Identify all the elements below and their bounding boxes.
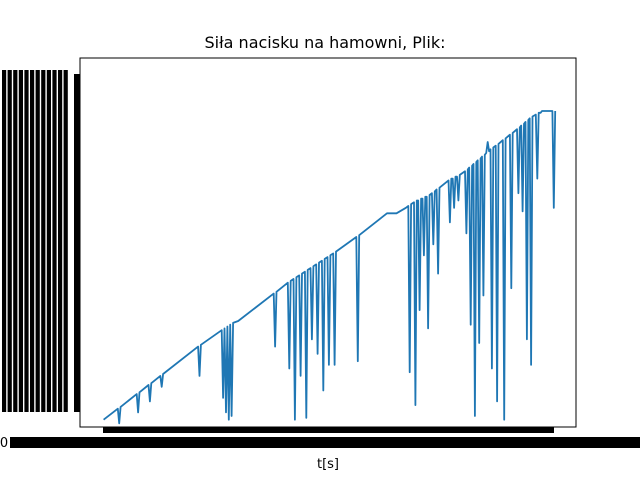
series-line	[103, 110, 557, 425]
x-tick-labels	[10, 427, 640, 448]
y-tick-label-smear	[18, 70, 23, 412]
x-tick-label-first: 0	[0, 436, 8, 451]
y-tick-label-smear	[30, 70, 35, 412]
y-tick-marks	[74, 74, 80, 412]
y-tick-label-smear	[41, 70, 46, 412]
y-tick-label-smear	[58, 70, 63, 412]
chart-title: Siła nacisku na hamowni, Plik:	[205, 33, 446, 52]
y-tick-label-smear	[7, 70, 12, 412]
x-tick-marks	[103, 427, 554, 433]
y-tick-label-smear	[13, 70, 18, 412]
y-tick-label-smear	[24, 70, 29, 412]
x-axis-label: t[s]	[317, 457, 339, 472]
x-tick-label-smear	[10, 437, 640, 448]
plot-area	[79, 57, 577, 428]
y-tick-label-smear	[46, 70, 51, 412]
y-tick-label-smear	[63, 70, 68, 412]
y-tick-labels	[2, 70, 80, 412]
y-tick-label-smear	[2, 70, 7, 412]
y-tick-label-smear	[35, 70, 40, 412]
y-tick-label-smear	[52, 70, 57, 412]
